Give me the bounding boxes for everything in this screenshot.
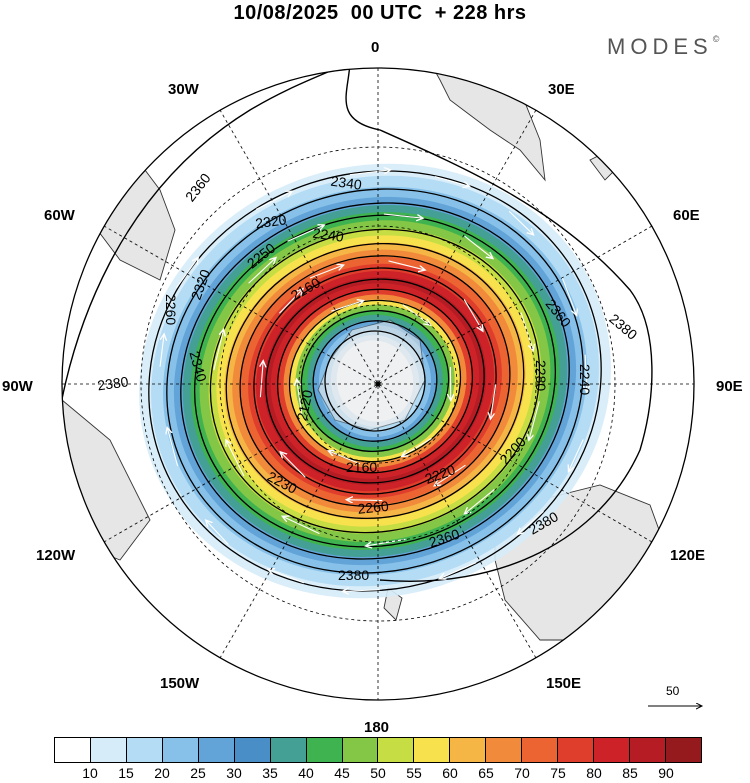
map-boundary [61,67,695,701]
lon-label-30e: 30E [548,81,575,98]
colorbar-bin [414,738,451,762]
lon-label-150w: 150W [160,675,200,692]
contour-label: 2260 [357,498,390,517]
colorbar-tick-label: 35 [262,765,278,781]
colorbar-bin [594,738,630,762]
vector-reference-value: 50 [666,684,680,698]
polar-map: 2360 2320 2340 2240 2250 2160 2320 2260 … [2,39,743,735]
colorbar-bin [306,738,343,762]
colorbar-bin [522,738,559,762]
lon-label-90e: 90E [716,378,743,395]
lon-label-90w: 90W [2,378,34,395]
colorbar-tick-label: 65 [478,765,494,781]
lon-label-120w: 120W [36,547,76,564]
outer-contour-2380 [62,68,653,582]
lon-label-30w: 30W [168,81,200,98]
modes-logo: MODES© [607,34,720,59]
longitude-labels: 0 30E 60E 90E 120E 150E 180 150W 120W 90… [2,39,743,735]
colorbar-tick-label: 50 [370,765,386,781]
colorbar-tick-label: 45 [334,765,350,781]
lon-label-120e: 120E [670,547,705,564]
colorbar-tick-label: 10 [82,765,98,781]
colorbar-tick-label: 80 [586,765,602,781]
colorbar-tick-label: 60 [442,765,458,781]
colorbar-labels: 10 15 20 25 30 35 40 45 50 55 60 65 70 75 80 85 90 [54,765,702,783]
map-title: 10/08/2025 00 UTC + 228 hrs [233,2,527,24]
colorbar-bin [665,738,701,762]
colorbar-tick-label: 20 [154,765,170,781]
contour-label: 2240 [577,364,593,395]
colorbar-bin [198,738,235,762]
graticule [62,68,694,700]
colorbar-bin [558,738,595,762]
contour-label: 2340 [330,173,363,193]
antarctica-coast [317,319,426,431]
lon-label-60w: 60W [44,207,76,224]
colorbar-tick-label: 90 [658,765,674,781]
colorbar-tick-label: 15 [118,765,134,781]
colorbar-bin [90,738,127,762]
colorbar [54,737,702,763]
contour-label: 2120 [294,388,316,422]
contour-label: 2260 [163,294,179,325]
height-contours [148,170,602,592]
colorbar-tick-label: 40 [298,765,314,781]
pole-marker [375,381,381,387]
contour-label: 2340 [186,349,210,383]
lon-label-150e: 150E [546,675,581,692]
colorbar-bin [55,738,91,762]
contour-label: 2380 [96,373,129,393]
lon-label-60e: 60E [673,207,700,224]
lon-label-0: 0 [371,39,379,56]
colorbar-tick-label: 85 [622,765,638,781]
colorbar-tick-label: 75 [550,765,566,781]
colorbar-bin [162,738,199,762]
wind-vectors [159,120,641,645]
colorbar-bin [234,738,271,762]
colorbar-bin [342,738,379,762]
lon-label-180: 180 [364,719,389,735]
reference-arrow-icon [648,684,706,714]
colorbar-bin [378,738,415,762]
contour-label: 2240 [312,225,345,245]
colorbar-tick-label: 55 [406,765,422,781]
colorbar-tick-label: 30 [226,765,242,781]
colorbar-bin [630,738,666,762]
colorbar-bin [450,738,487,762]
colorbar-bin [486,738,523,762]
contour-label: 2380 [338,567,369,583]
colorbar-bin [270,738,307,762]
contour-label: 2280 [533,360,549,391]
colorbar-tick-label: 25 [190,765,206,781]
contour-label: 2160 [346,459,377,475]
contour-label: 2320 [254,211,287,231]
colorbar-tick-label: 70 [514,765,530,781]
vector-reference: 50 [646,684,706,714]
colorbar-bin [126,738,163,762]
